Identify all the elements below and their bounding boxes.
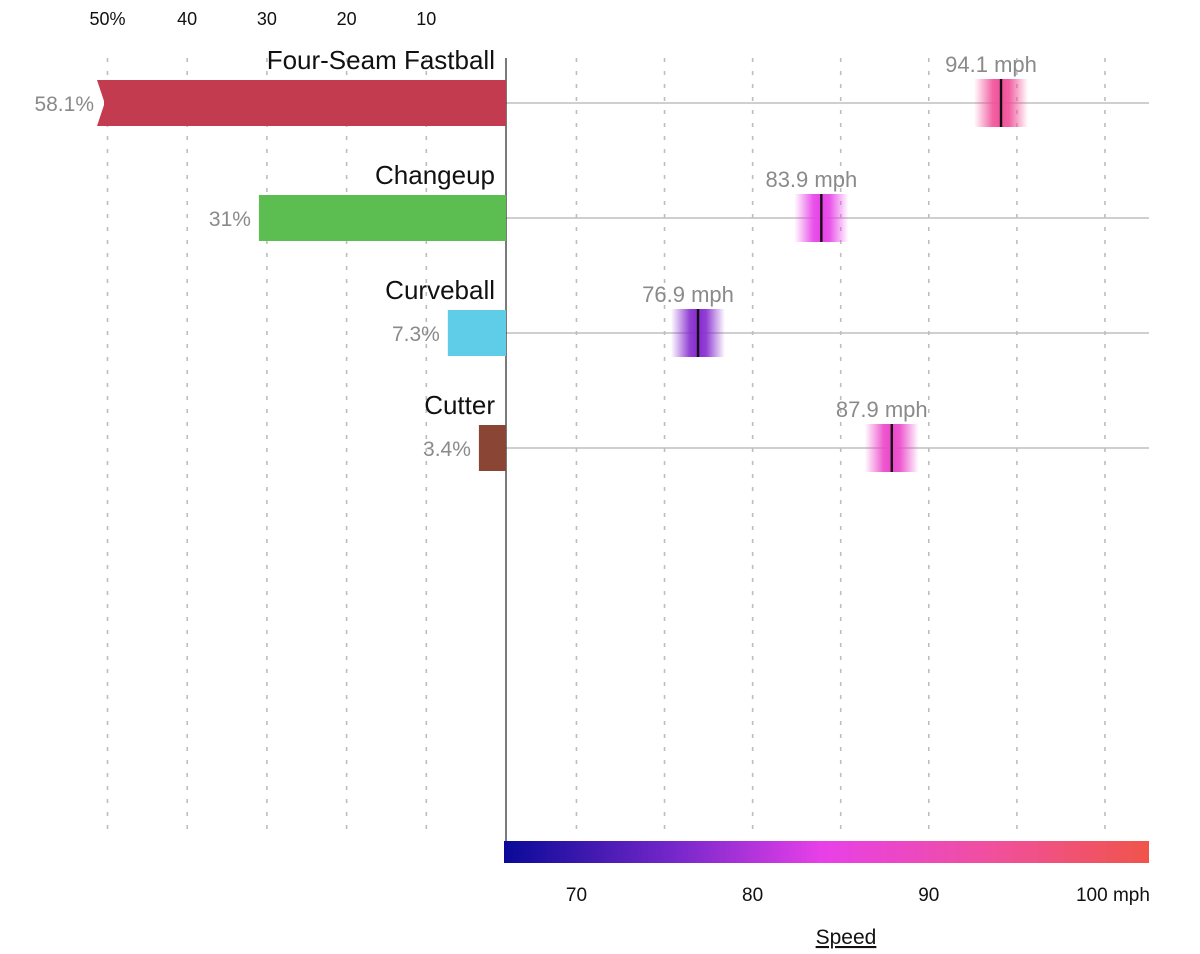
usage-value-label: 3.4% bbox=[423, 438, 471, 461]
speed-value-label: 94.1 mph bbox=[945, 52, 1037, 77]
usage-bar bbox=[97, 80, 506, 126]
usage-value-label: 31% bbox=[209, 208, 251, 231]
usage-bars: 58.1% Four-Seam Fastball 31% Changeup 7.3% Cu… bbox=[34, 45, 506, 471]
usage-bar bbox=[447, 310, 506, 356]
pitch-name-label: Changeup bbox=[375, 160, 495, 190]
speed-markers: 94.1 mph 83.9 mph 76.9 mph 87.9 mph bbox=[642, 52, 1037, 472]
usage-axis-ticks: 50% 40 30 20 10 bbox=[89, 9, 436, 29]
speed-tick-label: 70 bbox=[566, 885, 587, 906]
speed-axis-title: Speed bbox=[816, 926, 877, 949]
pitch-name-label: Curveball bbox=[385, 275, 495, 305]
usage-tick-label: 30 bbox=[257, 9, 277, 29]
usage-value-label: 7.3% bbox=[392, 323, 440, 346]
pitch-name-label: Four-Seam Fastball bbox=[267, 45, 495, 75]
usage-value-label: 58.1% bbox=[34, 93, 94, 116]
usage-tick-label: 20 bbox=[337, 9, 357, 29]
speed-tick-label: 100 mph bbox=[1076, 885, 1150, 906]
speed-tick-label: 90 bbox=[918, 885, 939, 906]
usage-tick-label: 10 bbox=[416, 9, 436, 29]
usage-tick-label: 50% bbox=[89, 9, 125, 29]
usage-bar bbox=[478, 425, 506, 471]
speed-value-label: 83.9 mph bbox=[765, 167, 857, 192]
speed-color-scale-bar bbox=[504, 841, 1149, 863]
speed-value-label: 76.9 mph bbox=[642, 282, 734, 307]
usage-bar bbox=[258, 195, 506, 241]
grid-layer bbox=[106, 58, 1106, 830]
speed-axis-ticks: 70 80 90 100 mph bbox=[566, 885, 1150, 906]
row-lines bbox=[506, 102, 1149, 449]
pitch-name-label: Cutter bbox=[424, 390, 495, 420]
speed-tick-label: 80 bbox=[742, 885, 763, 906]
speed-value-label: 87.9 mph bbox=[836, 397, 928, 422]
usage-tick-label: 40 bbox=[177, 9, 197, 29]
